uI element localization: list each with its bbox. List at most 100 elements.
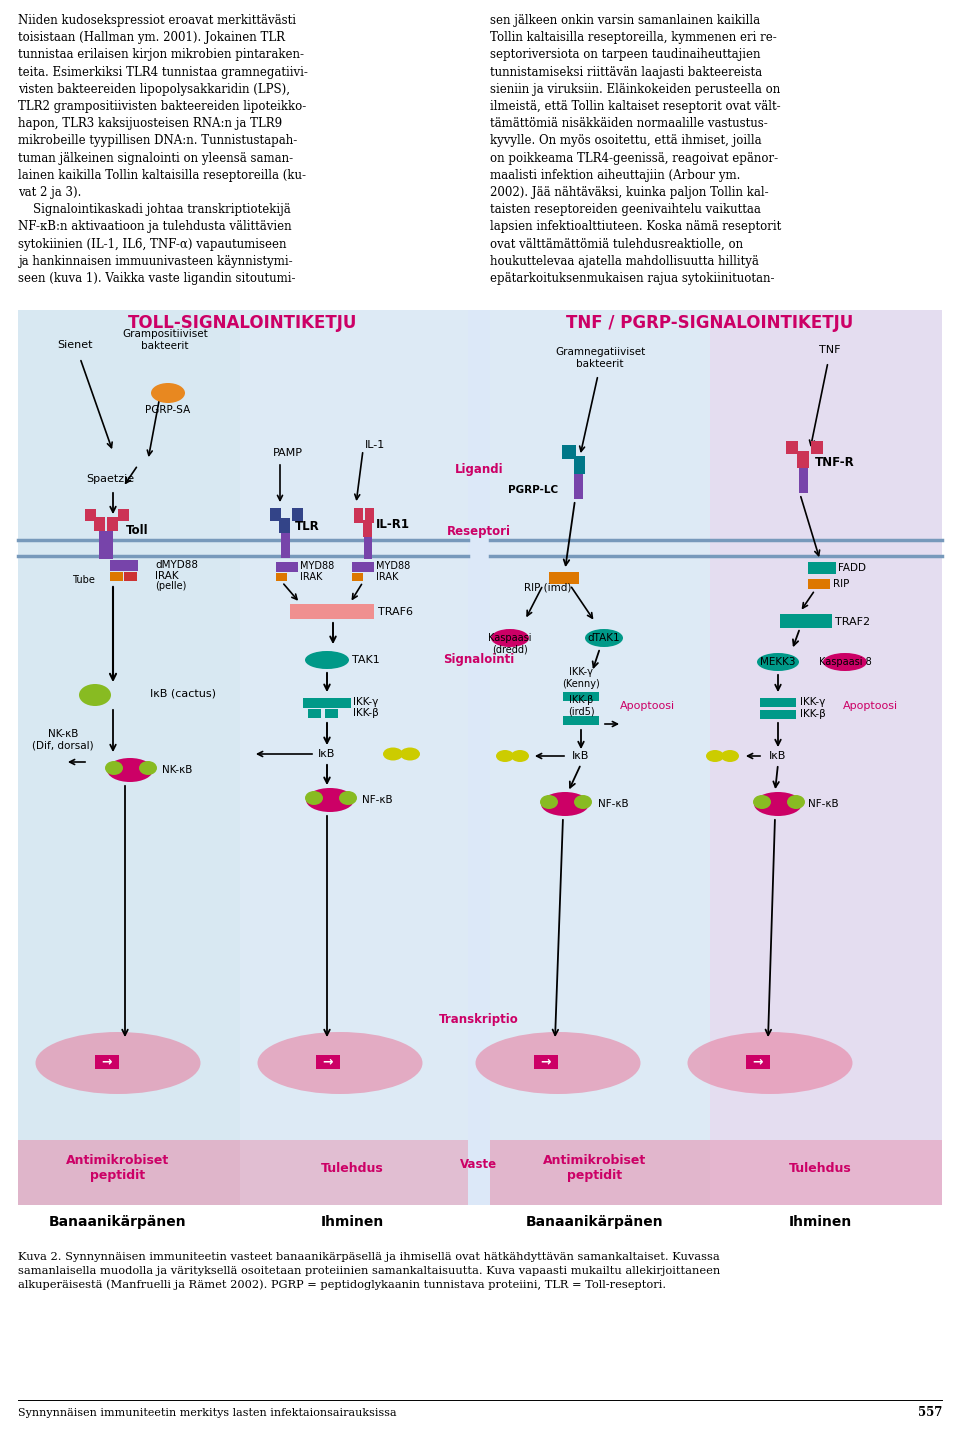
Text: Spaetzie: Spaetzie <box>86 474 134 484</box>
Ellipse shape <box>753 796 771 809</box>
Bar <box>281 532 290 558</box>
Ellipse shape <box>107 758 153 781</box>
Text: NF-κB: NF-κB <box>808 798 839 809</box>
Bar <box>563 693 599 701</box>
Ellipse shape <box>306 788 354 811</box>
Bar <box>746 1055 770 1069</box>
Text: MYD88: MYD88 <box>300 561 334 571</box>
Text: TOLL-SIGNALOINTIKETJU: TOLL-SIGNALOINTIKETJU <box>129 313 358 332</box>
Text: PGRP-LC: PGRP-LC <box>508 485 558 495</box>
Text: Tulehdus: Tulehdus <box>321 1162 383 1175</box>
Ellipse shape <box>706 750 724 761</box>
Text: Signalointi: Signalointi <box>444 654 515 667</box>
Text: Tulehdus: Tulehdus <box>788 1162 852 1175</box>
Text: Antimikrobiset
peptidit: Antimikrobiset peptidit <box>66 1153 170 1182</box>
Text: IKK-β
(ird5): IKK-β (ird5) <box>567 695 594 717</box>
Ellipse shape <box>541 791 589 816</box>
Text: TLR: TLR <box>295 521 320 534</box>
Ellipse shape <box>305 791 323 806</box>
Bar <box>240 1141 468 1205</box>
Text: Kaspaasi
(dredd): Kaspaasi (dredd) <box>489 633 532 655</box>
Text: MYD88: MYD88 <box>376 561 410 571</box>
Bar <box>468 311 490 1205</box>
Text: IKK-γ: IKK-γ <box>353 697 378 707</box>
Text: →: → <box>323 1056 333 1069</box>
Bar <box>292 508 303 521</box>
Text: NK-κB
(Dif, dorsal): NK-κB (Dif, dorsal) <box>33 730 94 751</box>
Text: Apoptoosi: Apoptoosi <box>619 701 675 711</box>
Ellipse shape <box>687 1032 852 1095</box>
Bar <box>760 710 796 718</box>
Bar <box>308 708 321 718</box>
Text: Reseptori: Reseptori <box>447 525 511 538</box>
Text: Toll: Toll <box>126 524 149 537</box>
Bar <box>562 445 576 459</box>
Text: TNF: TNF <box>819 345 841 355</box>
Bar <box>316 1055 340 1069</box>
Text: Banaanikärpänen: Banaanikärpänen <box>526 1215 663 1229</box>
Text: IκB: IκB <box>769 751 786 761</box>
Ellipse shape <box>339 791 357 806</box>
Text: →: → <box>102 1056 112 1069</box>
Bar <box>352 572 363 581</box>
Text: IκB (cactus): IκB (cactus) <box>150 688 216 698</box>
Text: Kaspaasi 8: Kaspaasi 8 <box>819 657 872 667</box>
Text: dTAK1: dTAK1 <box>588 633 620 643</box>
Ellipse shape <box>721 750 739 761</box>
Text: TNF / PGRP-SIGNALOINTIKETJU: TNF / PGRP-SIGNALOINTIKETJU <box>566 313 853 332</box>
Bar <box>811 441 823 454</box>
Bar <box>279 518 290 532</box>
Text: 557: 557 <box>918 1407 942 1420</box>
Ellipse shape <box>151 384 185 404</box>
Ellipse shape <box>400 747 420 760</box>
Text: Sienet: Sienet <box>58 341 93 351</box>
Text: IKK-β: IKK-β <box>800 708 826 718</box>
Bar <box>95 1055 119 1069</box>
Bar <box>270 508 281 521</box>
Text: TRAF2: TRAF2 <box>835 617 870 627</box>
Ellipse shape <box>257 1032 422 1095</box>
Bar <box>786 441 798 454</box>
Bar <box>99 531 113 560</box>
Ellipse shape <box>305 651 349 670</box>
Bar <box>363 519 372 537</box>
Ellipse shape <box>540 796 558 809</box>
Text: PGRP-SA: PGRP-SA <box>145 405 191 415</box>
Text: Synnynnäisen immuniteetin merkitys lasten infektaionsairauksissa: Synnynnäisen immuniteetin merkitys laste… <box>18 1408 396 1418</box>
Text: dMYD88: dMYD88 <box>155 560 198 570</box>
Bar <box>780 614 832 628</box>
Text: Vaste: Vaste <box>461 1159 497 1172</box>
Text: →: → <box>753 1056 763 1069</box>
Bar <box>563 716 599 726</box>
Text: RIP (imd): RIP (imd) <box>524 582 572 592</box>
Bar <box>303 698 351 708</box>
Text: RIP: RIP <box>833 580 850 590</box>
Bar <box>107 517 118 531</box>
Bar <box>118 509 129 521</box>
Text: Ihminen: Ihminen <box>321 1215 384 1229</box>
Text: MEKK3: MEKK3 <box>760 657 796 667</box>
Ellipse shape <box>757 653 799 671</box>
Text: Niiden kudosekspressiot eroavat merkittävästi
toisistaan (Hallman ym. 2001). Jok: Niiden kudosekspressiot eroavat merkittä… <box>18 14 308 285</box>
Text: Tube: Tube <box>72 575 95 585</box>
Bar <box>490 311 710 1205</box>
Bar <box>354 508 363 522</box>
Bar <box>290 604 374 620</box>
Bar <box>365 508 374 522</box>
Ellipse shape <box>496 750 514 761</box>
Text: (pelle): (pelle) <box>155 581 186 591</box>
Ellipse shape <box>823 653 867 671</box>
Text: NK-κB: NK-κB <box>162 766 192 776</box>
Text: IL-R1: IL-R1 <box>376 518 410 531</box>
Text: Banaanikärpänen: Banaanikärpänen <box>49 1215 187 1229</box>
Text: FADD: FADD <box>838 562 866 572</box>
Bar <box>808 580 830 590</box>
Text: PAMP: PAMP <box>273 448 303 458</box>
Bar <box>710 1141 942 1205</box>
Text: NF-κB: NF-κB <box>598 798 629 809</box>
Bar <box>276 572 287 581</box>
Bar <box>797 451 809 468</box>
Bar <box>110 560 138 571</box>
Bar <box>85 509 96 521</box>
Text: IRAK: IRAK <box>300 572 323 582</box>
